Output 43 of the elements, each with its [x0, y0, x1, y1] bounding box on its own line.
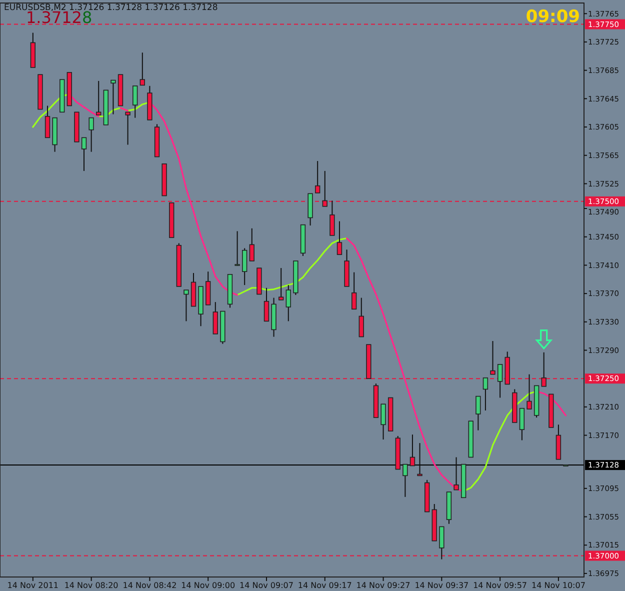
x-tick-label: 14 Nov 08:42 [122, 581, 177, 590]
candlestick [519, 408, 525, 441]
candlestick [110, 80, 116, 115]
candlestick [454, 456, 459, 490]
candlestick [140, 52, 145, 86]
candlestick [410, 434, 416, 466]
x-tick-label: 14 Nov 09:37 [414, 581, 469, 590]
candlestick [439, 526, 444, 560]
candlestick [476, 396, 481, 431]
candlestick [96, 80, 102, 116]
x-tick-label: 14 Nov 09:07 [240, 581, 294, 590]
x-tick-label: 14 Nov 09:27 [356, 581, 410, 590]
annotation: 09:09 [526, 7, 580, 27]
x-tick-label: 14 Nov 2011 [7, 581, 59, 590]
candlestick [490, 340, 496, 375]
candlestick [417, 442, 422, 476]
candlestick [44, 105, 50, 138]
candlestick [402, 464, 408, 498]
candlestick [125, 112, 130, 146]
candlestick [249, 228, 254, 262]
candlestick [212, 302, 218, 334]
candlestick [206, 271, 211, 306]
candlestick [242, 248, 248, 286]
candlestick [81, 137, 87, 172]
x-tick-label: 14 Nov 09:17 [298, 581, 352, 590]
candlestick [336, 220, 342, 256]
candlestick [351, 272, 357, 310]
candlestick [286, 284, 291, 322]
candlestick [234, 230, 240, 266]
candlestick [380, 404, 386, 440]
x-tick-label: 14 Nov 09:00 [181, 581, 236, 590]
x-tick-label: 14 Nov 10:07 [531, 581, 586, 590]
candlestick [358, 297, 364, 338]
candlestick [88, 117, 94, 152]
candlestick [132, 85, 138, 118]
candlestick [497, 364, 503, 398]
x-tick-label: 14 Nov 08:20 [64, 581, 118, 590]
candlestick [482, 377, 488, 411]
candlestick [278, 268, 284, 300]
candlestick [314, 160, 320, 194]
x-tick-label: 14 Nov 09:57 [473, 581, 528, 590]
candlestick [184, 290, 189, 322]
candlestick [264, 287, 270, 322]
